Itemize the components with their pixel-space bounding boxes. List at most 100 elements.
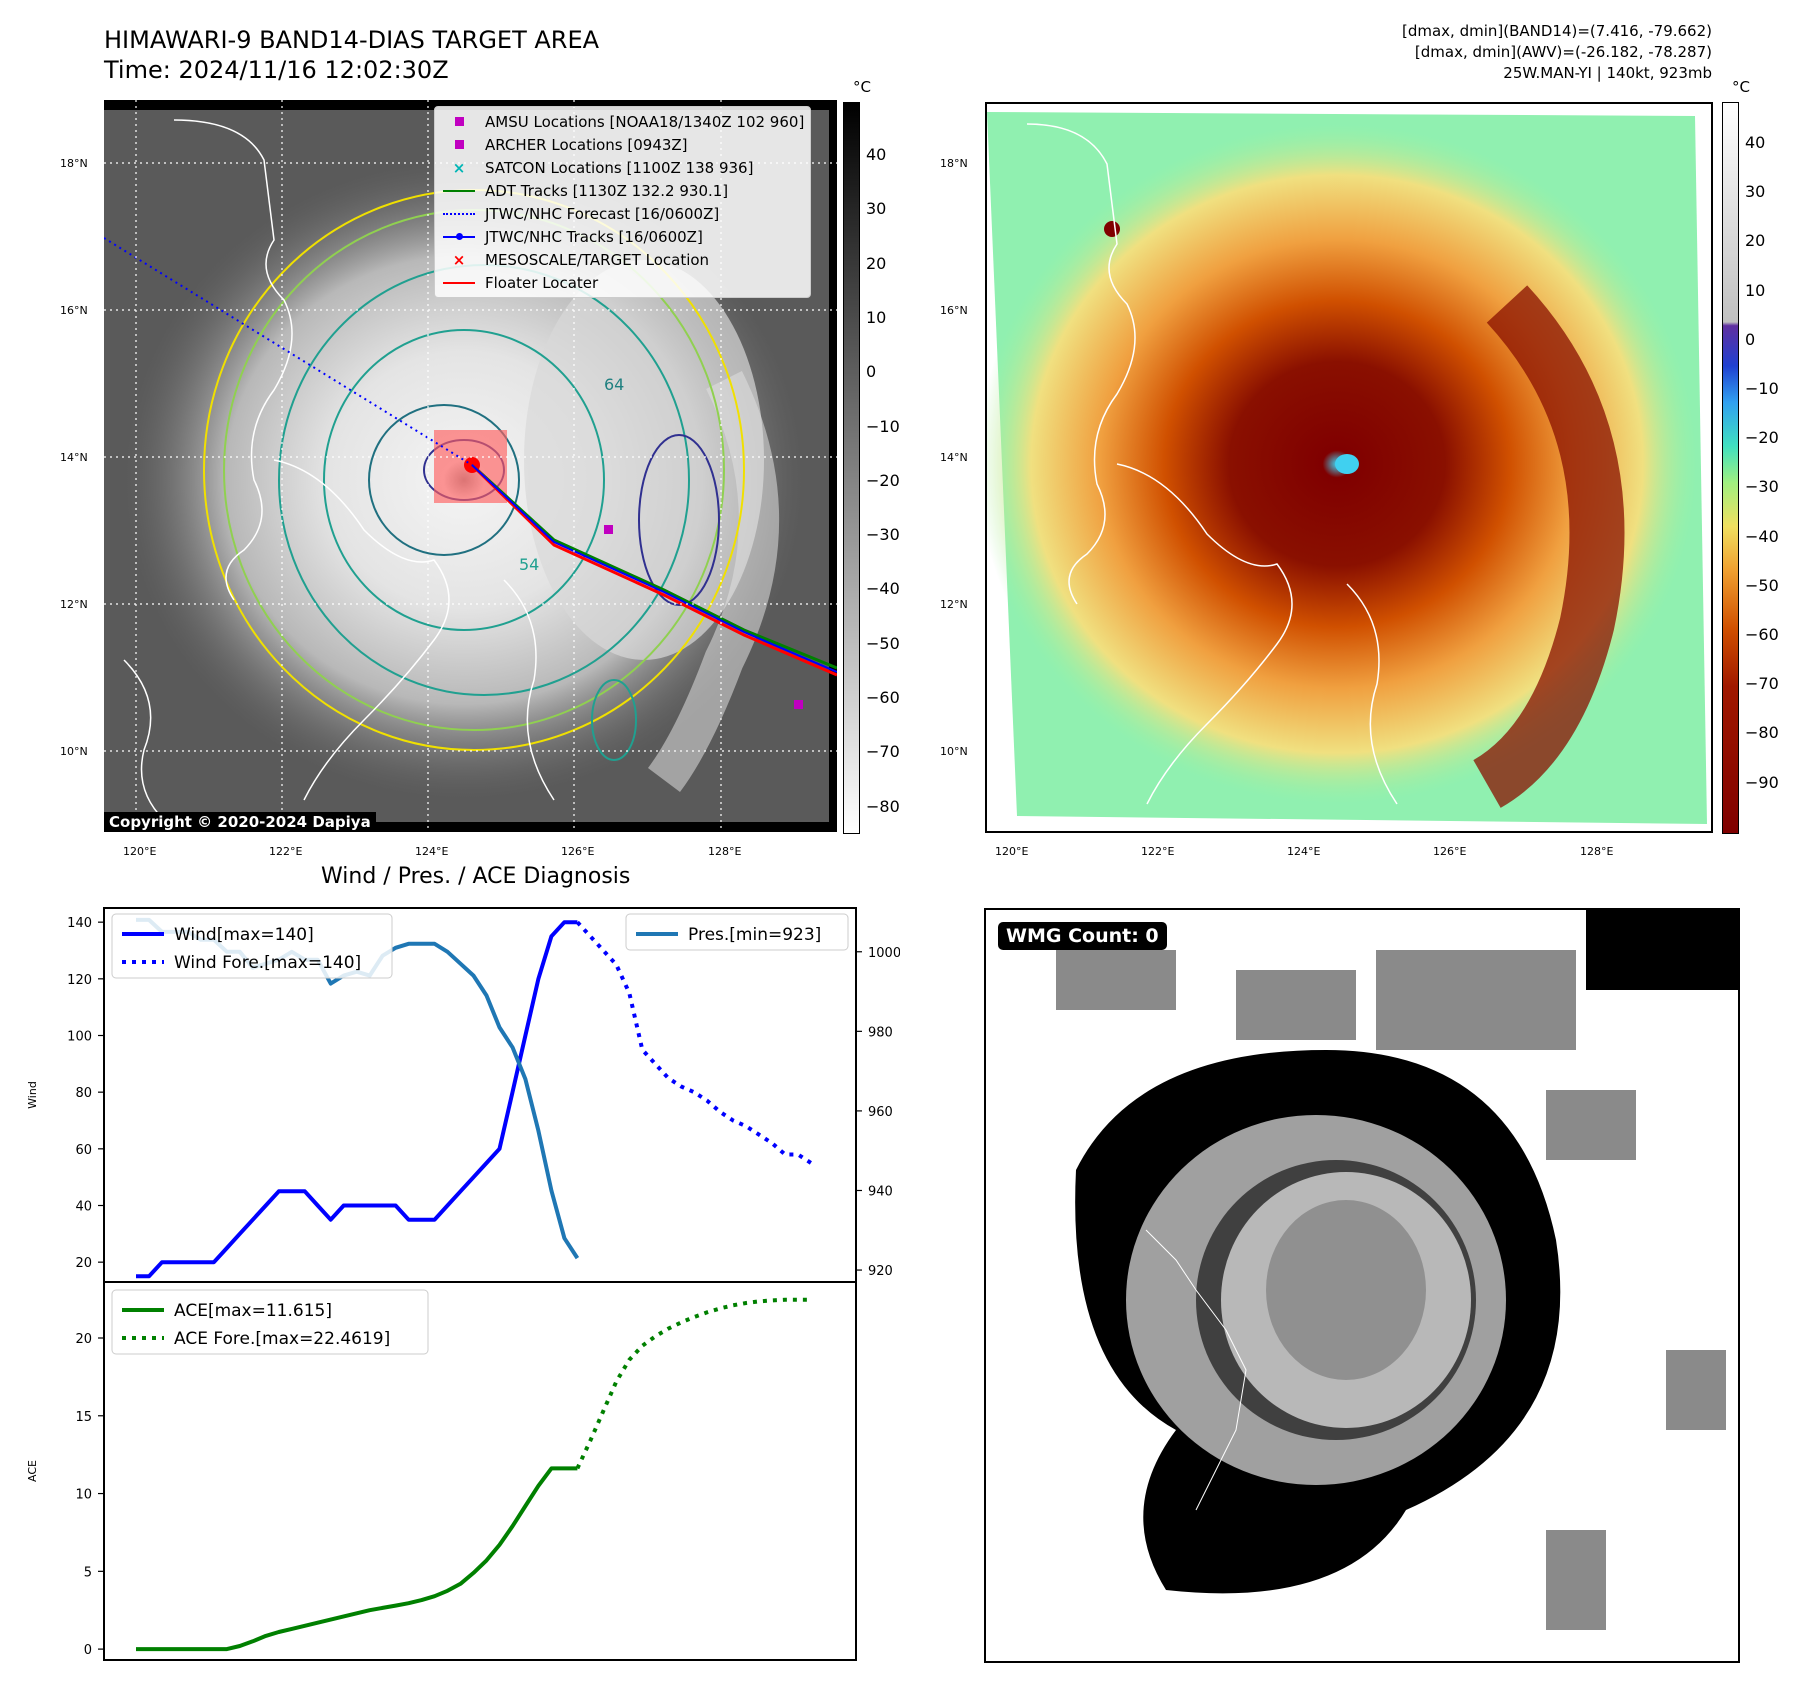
y-axis-label: ACE bbox=[26, 1460, 39, 1482]
wmg-count: WMG Count: 0 bbox=[998, 922, 1167, 950]
y-tick-label: 20 bbox=[75, 1332, 92, 1347]
diagnosis-chart: 20406080100120140Wind9209409609801000Pre… bbox=[26, 907, 900, 1661]
series-line-ace-fore- bbox=[575, 1297, 811, 1470]
blue-line-dot-icon bbox=[441, 227, 477, 247]
legend-archer: ARCHER Locations [0943Z] bbox=[441, 133, 804, 156]
awv-map bbox=[987, 112, 1707, 824]
dmax-awv: [dmax, dmin](AWV)=(-26.182, -78.287) bbox=[1414, 43, 1712, 61]
colorbar-tick: −40 bbox=[1745, 526, 1779, 546]
lon-label: 128°E bbox=[708, 845, 742, 858]
colorbar-tick: −80 bbox=[1745, 723, 1779, 743]
colorbar-tick: −70 bbox=[866, 742, 900, 762]
y-axis-label: Wind bbox=[26, 1081, 39, 1109]
y-tick-label: 140 bbox=[67, 916, 92, 931]
lon-label: 124°E bbox=[415, 845, 449, 858]
legend-floater: Floater Locater bbox=[441, 271, 804, 294]
series-line-ace bbox=[136, 1466, 578, 1652]
amsu-marker bbox=[794, 700, 803, 709]
lon-label: 128°E bbox=[1580, 845, 1614, 858]
colorbar-tick: 40 bbox=[866, 145, 887, 164]
legend-jtwc-tracks: JTWC/NHC Tracks [16/0600Z] bbox=[441, 225, 804, 248]
forecast-track bbox=[104, 237, 473, 466]
colorbar-tick: −30 bbox=[1745, 477, 1779, 497]
chart-legend bbox=[625, 913, 849, 951]
colorbar-tick: −10 bbox=[866, 416, 900, 436]
y-tick-label: 80 bbox=[75, 1086, 92, 1101]
y2-tick-label: 980 bbox=[868, 1025, 893, 1040]
lat-label: 12°N bbox=[60, 598, 88, 611]
contour-label-64: 64 bbox=[604, 375, 624, 394]
legend-jtwc-forecast: JTWC/NHC Forecast [16/0600Z] bbox=[441, 202, 804, 225]
colorbar-tick: −50 bbox=[1745, 575, 1779, 595]
lon-label: 126°E bbox=[1433, 845, 1467, 858]
y-tick-label: 40 bbox=[75, 1200, 92, 1215]
colorbar-tick: −20 bbox=[866, 470, 900, 490]
lat-label: 18°N bbox=[60, 157, 88, 170]
lat-label: 18°N bbox=[940, 157, 968, 170]
archer-marker bbox=[604, 525, 613, 534]
colorbar-tick: −40 bbox=[866, 579, 900, 599]
colorbar-tick: 30 bbox=[866, 199, 887, 219]
chart-legend bbox=[111, 1289, 429, 1355]
y-tick-label: 120 bbox=[67, 973, 92, 988]
colorbar-tick: 20 bbox=[866, 253, 887, 273]
chart-time: Time: 2024/11/16 12:02:30Z bbox=[104, 56, 449, 84]
ir-map-panel: 64 54 Copyrig bbox=[104, 100, 837, 832]
y-tick-label: 15 bbox=[75, 1410, 92, 1425]
lat-label: 10°N bbox=[940, 745, 968, 758]
series-line-wind bbox=[136, 920, 578, 1279]
colorbar-tick: 10 bbox=[1745, 280, 1766, 300]
storm-info: 25W.MAN-YI | 140kt, 923mb bbox=[1503, 64, 1712, 82]
colorbar-tick: 40 bbox=[1745, 133, 1766, 152]
colorbar-tick: −80 bbox=[866, 796, 900, 816]
legend-amsu: AMSU Locations [NOAA18/1340Z 102 960] bbox=[441, 110, 804, 133]
series-line-wind-fore- bbox=[575, 920, 813, 1165]
magenta-square-icon bbox=[441, 112, 477, 132]
legend-label: Pres.[min=923] bbox=[688, 925, 821, 945]
colorbar-tick: −50 bbox=[866, 633, 900, 653]
colorbar-tick: 0 bbox=[1745, 329, 1756, 349]
y2-tick-label: 960 bbox=[868, 1105, 893, 1120]
awv-map-panel bbox=[985, 102, 1713, 833]
legend-label: Wind Fore.[max=140] bbox=[174, 953, 361, 973]
lon-label: 122°E bbox=[269, 845, 303, 858]
color-colorbar bbox=[1722, 102, 1739, 834]
map-legend: AMSU Locations [NOAA18/1340Z 102 960] AR… bbox=[434, 106, 812, 298]
wmg-image bbox=[1056, 910, 1738, 1630]
colorbar-tick: −60 bbox=[1745, 625, 1779, 644]
green-line-icon bbox=[441, 181, 477, 201]
chart-legend bbox=[111, 913, 393, 979]
blue-dotted-line-icon bbox=[441, 204, 477, 224]
dmax-band14: [dmax, dmin](BAND14)=(7.416, -79.662) bbox=[1401, 22, 1712, 40]
legend-satcon: × SATCON Locations [1100Z 138 936] bbox=[441, 156, 804, 179]
colorbar-tick: 30 bbox=[1745, 182, 1766, 202]
colorbar-unit: °C bbox=[1732, 78, 1750, 96]
lon-label: 120°E bbox=[123, 845, 157, 858]
lat-label: 14°N bbox=[940, 451, 968, 464]
colorbar-tick: 20 bbox=[1745, 231, 1766, 251]
colorbar-tick: −70 bbox=[1745, 674, 1779, 694]
colorbar-tick: −10 bbox=[1745, 379, 1779, 398]
y-tick-label: 100 bbox=[67, 1030, 92, 1045]
wmg-panel: WMG Count: 0 bbox=[984, 908, 1740, 1663]
lat-label: 16°N bbox=[940, 304, 968, 317]
contour-label-54: 54 bbox=[519, 555, 539, 574]
gray-colorbar bbox=[843, 102, 860, 834]
plot-frame bbox=[103, 1281, 857, 1661]
red-x-icon: × bbox=[452, 250, 466, 269]
colorbar-tick: 0 bbox=[866, 362, 877, 382]
cyan-x-icon: × bbox=[452, 158, 466, 177]
legend-adt: ADT Tracks [1130Z 132.2 930.1] bbox=[441, 179, 804, 202]
red-line-icon bbox=[441, 273, 477, 293]
legend-label: ACE Fore.[max=22.4619] bbox=[174, 1329, 390, 1349]
y-tick-label: 10 bbox=[75, 1488, 92, 1503]
copyright: Copyright © 2020-2024 Dapiya bbox=[104, 812, 376, 832]
colorbar-tick: −60 bbox=[866, 688, 900, 707]
y2-tick-label: 940 bbox=[868, 1184, 893, 1199]
colorbar-tick: −30 bbox=[866, 525, 900, 545]
y-tick-label: 0 bbox=[84, 1643, 92, 1658]
magenta-square-icon bbox=[441, 135, 477, 155]
colorbar-unit: °C bbox=[853, 78, 871, 96]
colorbar-tick: 10 bbox=[866, 307, 887, 327]
y-tick-label: 60 bbox=[75, 1143, 92, 1158]
